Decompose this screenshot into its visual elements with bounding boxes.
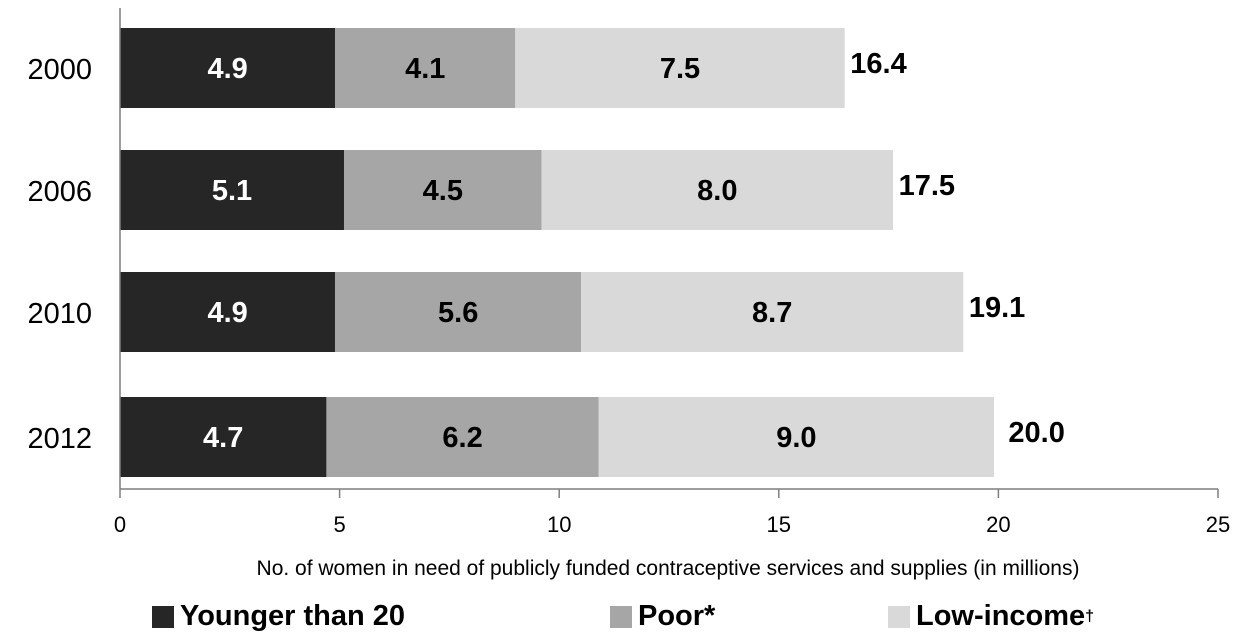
bar-2006-poor	[343, 150, 542, 230]
legend: Younger than 20 Poor* Low-income †	[0, 600, 1244, 643]
bar-2000-low-income	[515, 28, 845, 108]
data-label-2010-poor: 5.6	[438, 297, 478, 329]
legend-label-poor: Poor*	[638, 600, 716, 632]
data-label-2000-poor: 4.1	[405, 53, 445, 85]
data-label-2000-low-income: 7.5	[660, 53, 700, 85]
data-label-2006-younger-than-20: 5.1	[212, 175, 252, 207]
legend-item-younger-than-20: Younger than 20	[152, 600, 405, 633]
data-label-2010-low-income: 8.7	[752, 297, 792, 329]
bar-2012-poor	[326, 397, 599, 477]
data-label-2012-low-income: 9.0	[776, 422, 816, 454]
category-label-2006: 2006	[27, 176, 92, 208]
x-tick-label-20: 20	[986, 512, 1010, 537]
x-axis-title: No. of women in need of publicly funded …	[257, 557, 1080, 580]
legend-label-low-income: Low-income	[916, 600, 1086, 632]
x-tick-label-5: 5	[333, 512, 345, 537]
stacked-bar-chart: 4.9 4.1 7.5 16.4 5.1 4.5 8.0 17.5 4.9 5.6 8.7 19.1 4…	[27, 8, 1230, 580]
data-label-2010-younger-than-20: 4.9	[207, 297, 247, 329]
category-label-2012: 2012	[27, 423, 92, 455]
category-label-2010: 2010	[27, 298, 92, 330]
axes-group: 2000 2006 2010 2012 0 5 10 15 20 25	[27, 8, 1230, 537]
total-label-2000: 16.4	[850, 48, 906, 80]
x-tick-label-25: 25	[1206, 512, 1230, 537]
bar-2000-poor	[335, 28, 516, 108]
legend-swatch-low-income	[888, 605, 910, 628]
category-label-2000: 2000	[27, 54, 92, 86]
legend-item-poor: Poor*	[610, 600, 715, 633]
x-tick-label-10: 10	[547, 512, 571, 537]
data-label-2012-younger-than-20: 4.7	[203, 422, 243, 454]
legend-item-low-income: Low-income †	[888, 600, 1094, 633]
data-label-2012-poor: 6.2	[442, 422, 482, 454]
x-tick-label-0: 0	[114, 512, 126, 537]
bar-2010-younger-than-20	[120, 272, 336, 352]
total-label-2006: 17.5	[899, 170, 955, 202]
legend-swatch-poor	[610, 605, 632, 628]
legend-label-younger-than-20: Younger than 20	[180, 600, 406, 632]
total-label-2010: 19.1	[969, 292, 1025, 324]
total-label-2012: 20.0	[1008, 417, 1064, 449]
data-label-2006-low-income: 8.0	[697, 175, 737, 207]
legend-swatch-younger-than-20	[152, 605, 174, 628]
bar-2010-poor	[335, 272, 582, 352]
bars-group: 4.9 4.1 7.5 16.4 5.1 4.5 8.0 17.5 4.9 5.6 8.7 19.1 4…	[120, 28, 1065, 477]
data-label-2000-younger-than-20: 4.9	[207, 53, 247, 85]
data-label-2006-poor: 4.5	[423, 175, 463, 207]
legend-superscript-dagger: †	[1085, 607, 1095, 625]
bar-2000-younger-than-20	[120, 28, 336, 108]
bar-2006-younger-than-20	[120, 150, 344, 230]
bar-2012-low-income	[598, 397, 995, 477]
bar-2012-younger-than-20	[120, 397, 327, 477]
bar-2006-low-income	[541, 150, 893, 230]
bar-2010-low-income	[581, 272, 964, 352]
x-tick-label-15: 15	[767, 512, 791, 537]
